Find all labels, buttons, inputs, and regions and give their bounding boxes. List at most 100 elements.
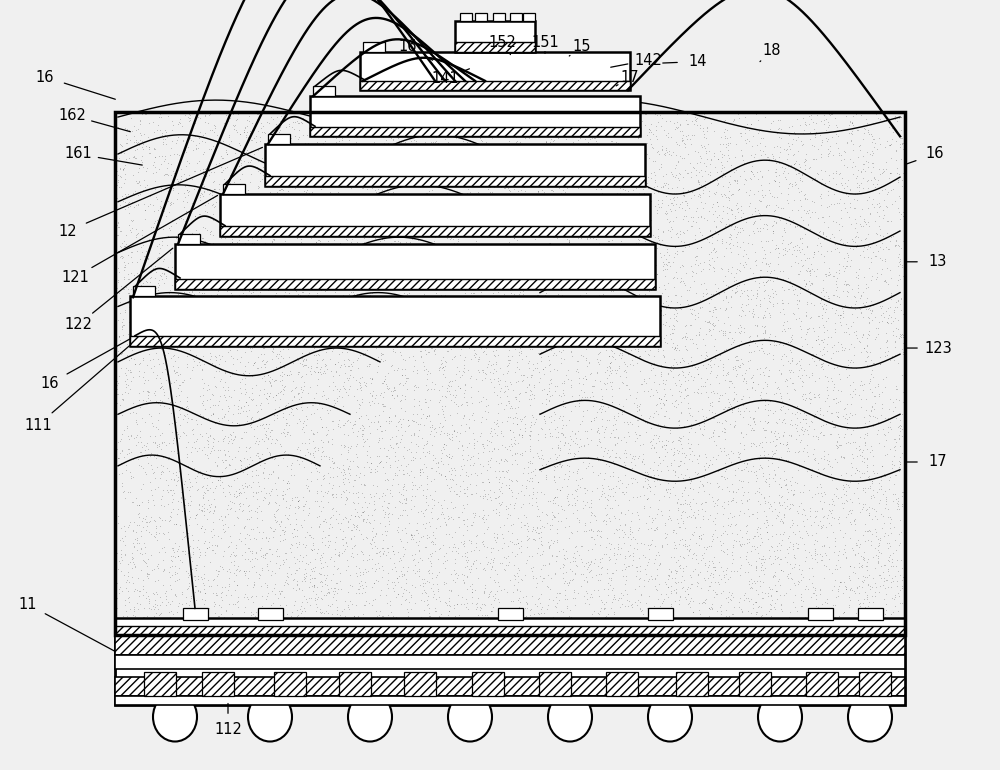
Point xyxy=(702,229,718,242)
Point xyxy=(888,296,904,308)
Point xyxy=(564,159,580,172)
Point xyxy=(212,479,228,491)
Point xyxy=(643,363,659,376)
Point xyxy=(733,144,749,156)
Point xyxy=(572,290,588,302)
Point xyxy=(505,149,521,162)
Point xyxy=(554,156,570,169)
Point xyxy=(696,547,712,559)
Point xyxy=(806,388,822,400)
Point xyxy=(882,139,898,151)
Point xyxy=(473,180,489,192)
Point xyxy=(214,561,230,573)
Point xyxy=(294,346,310,359)
Point xyxy=(233,459,249,471)
Point xyxy=(435,265,451,277)
Point xyxy=(504,309,520,321)
Point xyxy=(350,490,366,503)
Point xyxy=(754,256,770,269)
Point xyxy=(717,129,733,142)
Point xyxy=(261,418,277,430)
Point xyxy=(116,256,132,268)
Point xyxy=(371,204,387,216)
Point xyxy=(880,302,896,314)
Point xyxy=(871,132,887,145)
Point xyxy=(256,462,272,474)
Point xyxy=(510,570,526,582)
Point xyxy=(672,590,688,602)
Point xyxy=(682,594,698,607)
Point xyxy=(861,128,877,140)
Point xyxy=(700,358,716,370)
Point xyxy=(634,324,650,336)
Point xyxy=(550,515,566,527)
Point xyxy=(511,157,527,169)
Point xyxy=(364,581,380,593)
Point xyxy=(229,579,245,591)
Point xyxy=(650,186,666,199)
Point xyxy=(298,621,314,633)
Point xyxy=(749,340,765,353)
Point xyxy=(309,581,325,594)
Point xyxy=(244,590,260,602)
Point xyxy=(680,389,696,401)
Point xyxy=(845,626,861,638)
Point xyxy=(833,149,849,162)
Point xyxy=(490,420,506,432)
Point xyxy=(332,338,348,350)
Point xyxy=(726,334,742,346)
Point xyxy=(428,604,444,617)
Point xyxy=(397,544,413,556)
Point xyxy=(199,224,215,236)
Point xyxy=(602,627,618,639)
Point xyxy=(486,181,502,193)
Point xyxy=(395,215,411,227)
Point xyxy=(461,342,477,354)
Point xyxy=(635,437,651,450)
Point xyxy=(533,206,549,219)
Point xyxy=(698,132,714,144)
Point xyxy=(897,353,913,366)
Point xyxy=(649,397,665,410)
Point xyxy=(737,628,753,640)
Point xyxy=(686,526,702,538)
Point xyxy=(350,583,366,595)
Point xyxy=(302,599,318,611)
Point xyxy=(525,561,541,574)
Point xyxy=(479,361,495,373)
Point xyxy=(189,337,205,350)
Point xyxy=(706,149,722,162)
Point xyxy=(855,551,871,563)
Point xyxy=(138,440,154,452)
Point xyxy=(295,286,311,298)
Point xyxy=(341,134,357,146)
Point xyxy=(794,532,810,544)
Point xyxy=(237,538,253,551)
Point xyxy=(858,504,874,517)
Point xyxy=(172,403,188,415)
Point xyxy=(505,323,521,336)
Point xyxy=(228,549,244,561)
Point xyxy=(774,499,790,511)
Point xyxy=(626,340,642,353)
Point xyxy=(417,624,433,636)
Point xyxy=(880,345,896,357)
Point xyxy=(180,547,196,559)
Point xyxy=(514,112,530,125)
Point xyxy=(252,254,268,266)
Point xyxy=(424,420,440,433)
Point xyxy=(624,323,640,336)
Point xyxy=(392,436,408,448)
Point xyxy=(636,500,652,513)
Point xyxy=(448,623,464,635)
Point xyxy=(272,559,288,571)
Point xyxy=(184,562,200,574)
Point xyxy=(755,311,771,323)
Point xyxy=(751,125,767,137)
Point xyxy=(433,255,449,267)
Point xyxy=(208,277,224,290)
Point xyxy=(872,569,888,581)
Point xyxy=(729,395,745,407)
Point xyxy=(491,628,507,641)
Point xyxy=(335,263,351,276)
